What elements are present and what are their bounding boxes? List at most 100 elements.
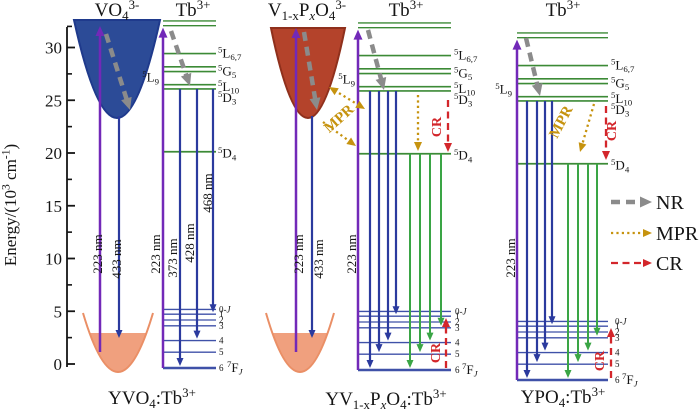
f-level-label: 2 [219,315,224,325]
mpr-arrow-head [414,142,422,151]
energy-axis: 0 5 10 15 20 25 30 Energy/(103 cm-1) [0,25,75,374]
cr-arrow-head [444,143,452,152]
level-label-right: 5L6,7 [611,57,635,75]
legend-mpr-arrow-head [643,229,652,237]
tb-nr-arrow-head [180,72,192,86]
tb-pump-arrow-head [158,27,168,38]
f-level-label: 3 [615,333,620,343]
legend-cr-arrow-head [643,259,652,267]
f-level-label: 1 [455,311,460,321]
host-pump-arrow-head [95,26,105,36]
level-label-right: 5G5 [218,63,237,81]
axis-tick-label: 30 [45,39,62,58]
d3-emission-arrow-head [176,358,184,366]
level-label-right: 5G5 [454,65,473,83]
host-nr-arrow-head [121,96,132,110]
emission-wavelength-label: 373 nm [165,238,180,277]
d4-emission-arrow-head [437,317,445,326]
f-level-label: 6 [615,375,620,385]
host-emission-wavelength-label: 433 nm [311,239,326,278]
d3-emission-arrow-head [541,342,549,351]
f-term-label: 7FJ [227,359,244,377]
legend-cr-label: CR [656,253,683,275]
d3-emission-arrow-head [533,354,541,363]
d3-emission-arrow-head [375,344,383,353]
f-level-label: 1 [219,309,224,319]
f-level-label: 3 [455,323,460,333]
f-level-label: 5 [615,359,620,369]
ground-parabola [82,312,154,373]
cr-label: CR [429,342,444,363]
tb-pump-arrow-head [512,39,522,50]
host-nr-arrow-head [309,97,321,110]
mpr-arrow-line [580,103,596,147]
tb-nr-arrow-line [523,37,541,89]
f-level-label: 0-J [455,306,468,316]
f-level-label: 4 [615,348,620,358]
host-emission-arrow-head [115,330,123,338]
axis-tick-label: 10 [45,250,62,269]
level-label-right: 5D3 [611,101,630,119]
host-title: V1-xPxO43- [268,0,346,23]
axis-tick-label: 0 [54,355,63,374]
legend: NR MPR CR [611,192,699,275]
level-label-left: 5L9 [142,69,159,87]
host-nr-arrow-line [103,33,130,103]
host-group: 223 nm 433 nm VO43- [72,0,162,373]
d3-emission-arrow-head [209,304,217,313]
compound-label: YV1-xPxO4:Tb3+ [325,386,446,412]
f-level-label: 6 [455,365,460,375]
host-emission-wavelength-label: 433 nm [109,239,124,278]
d3-emission-arrow-head [548,316,556,325]
host-nr-arrow-line [301,31,318,103]
cr-label: CR [605,120,620,141]
host-emission-arrow-head [308,330,316,338]
level-label-right: 5D3 [218,89,237,107]
cr-arrow-head [607,328,615,337]
cr-arrow-head [442,318,450,327]
tb-nr-arrow-line [365,29,385,83]
mpr-arrow-head [346,137,356,146]
f-level-label: 6 [219,363,224,373]
d3-emission-arrow-head [384,332,392,341]
mpr-arrow-head [578,142,587,152]
compound-label: YVO4:Tb3+ [108,385,196,411]
compound-label: YPO4:Tb3+ [521,384,606,410]
d4-emission-arrow-head [406,360,414,368]
emission-wavelength-label: 428 nm [182,223,197,262]
f-level-label: 5 [219,347,224,357]
f-level-label: 3 [219,321,224,331]
mpr-arrow-line [322,121,352,144]
level-label-right: 5D4 [218,145,237,163]
f-term-label: 7FJ [622,371,639,389]
level-label-right: 5D4 [611,157,630,175]
tb-pump-wavelength-label: 223 nm [148,234,163,273]
host-group: 223 nm 433 nm V1-xPxO43- [265,0,347,373]
tb-nr-arrow-head [531,83,543,96]
tb-title: Tb3+ [389,0,424,21]
host-parabola [269,27,347,119]
f-level-label: 1 [615,321,620,331]
legend-nr-arrow-head [640,196,652,208]
legend-nr-label: NR [656,192,684,214]
ground-parabola [265,312,335,373]
cr-label: CR [430,116,445,137]
tb-pump-arrow-head [353,29,363,40]
cr-label: CR [593,350,608,371]
axis-tick-label: 25 [45,91,62,110]
level-label-right: 5G5 [611,75,630,93]
f-level-label: 0-J [615,316,628,326]
tb-title: Tb3+ [546,0,581,21]
level-label-left: 5L9 [495,81,512,99]
d4-emission-arrow-head [426,332,434,341]
f-level-label: 5 [455,349,460,359]
axis-tick-label: 5 [54,302,63,321]
host-pump-wavelength-label: 223 nm [90,234,105,273]
d4-emission-arrow-head [416,344,424,353]
f-level-label: 2 [615,327,620,337]
f-level-label: 4 [219,336,224,346]
f-level-label: 2 [455,317,460,327]
